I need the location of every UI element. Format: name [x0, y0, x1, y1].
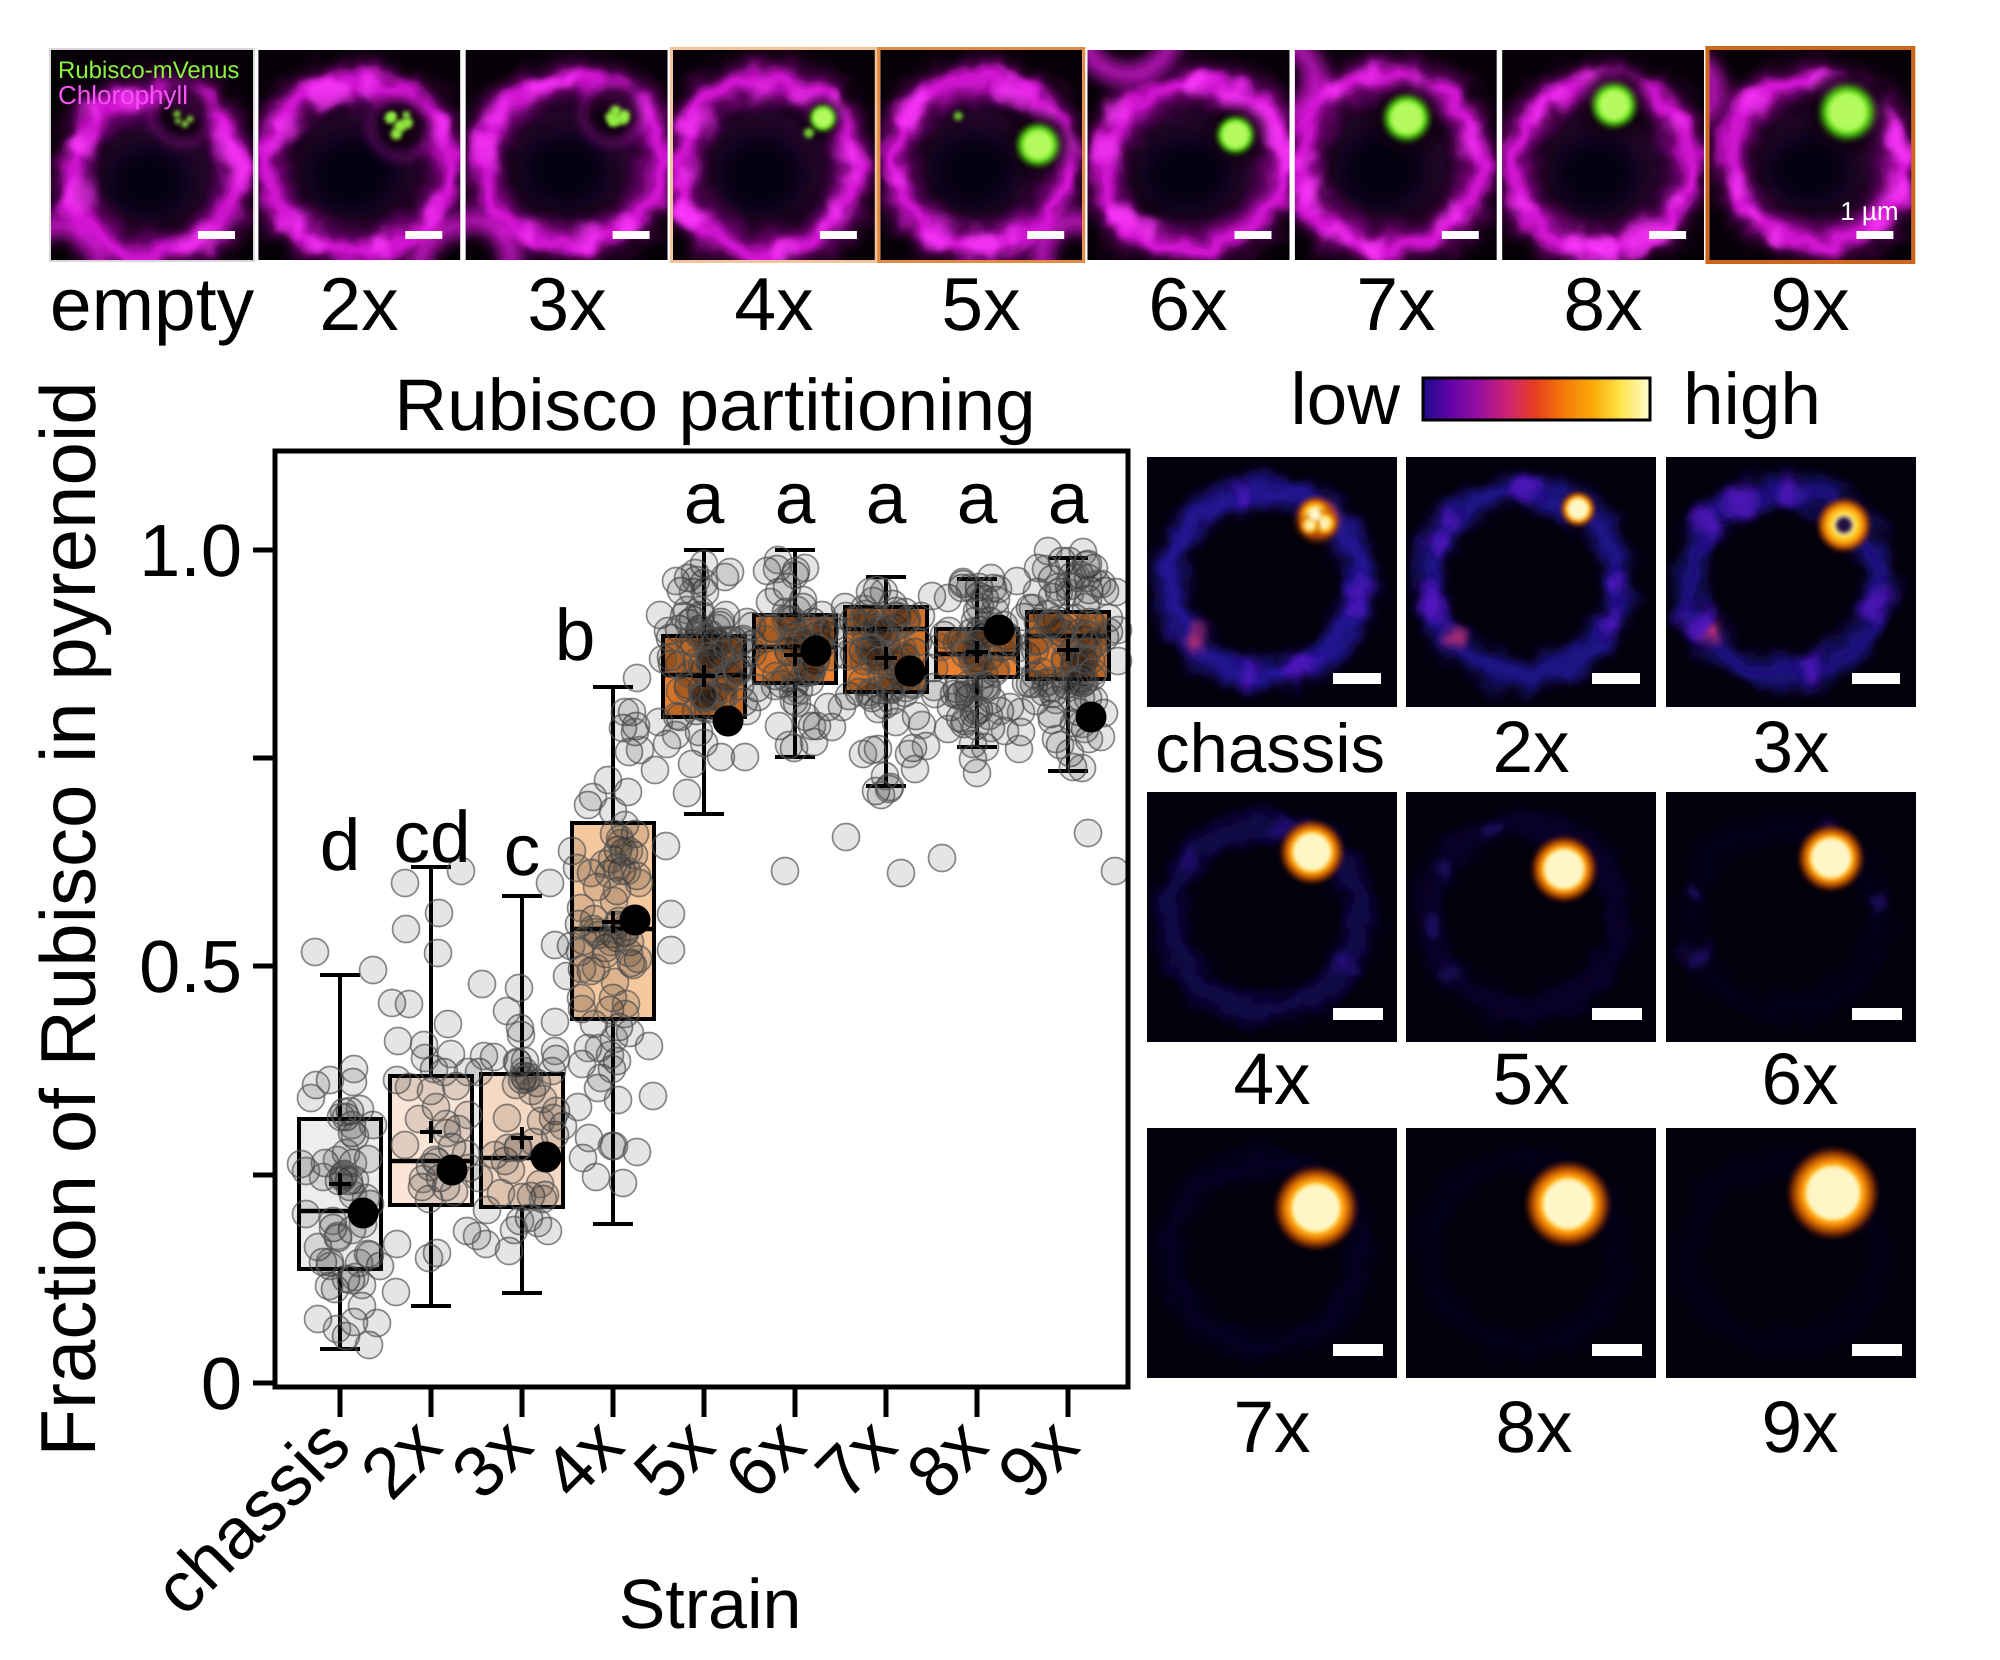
svg-text:7x: 7x: [1356, 262, 1435, 346]
svg-text:b: b: [555, 595, 596, 676]
svg-text:3x: 3x: [1752, 707, 1829, 788]
svg-text:7x: 7x: [1233, 1387, 1310, 1468]
svg-text:9x: 9x: [1770, 262, 1849, 346]
svg-text:a: a: [775, 458, 816, 539]
svg-text:5x: 5x: [1492, 1039, 1569, 1120]
svg-text:2x: 2x: [319, 262, 398, 346]
svg-text:6x: 6x: [1148, 262, 1227, 346]
svg-text:5x: 5x: [941, 262, 1020, 346]
svg-text:4x: 4x: [1233, 1039, 1310, 1120]
svg-text:a: a: [1048, 458, 1089, 539]
svg-text:a: a: [866, 458, 907, 539]
svg-text:d: d: [320, 805, 361, 886]
svg-text:9x: 9x: [1761, 1387, 1838, 1468]
svg-text:8x: 8x: [1495, 1387, 1572, 1468]
svg-text:0.5: 0.5: [139, 925, 242, 1008]
svg-text:a: a: [957, 458, 998, 539]
svg-text:Rubisco partitioning: Rubisco partitioning: [394, 365, 1035, 446]
svg-text:3x: 3x: [527, 262, 606, 346]
svg-text:0: 0: [201, 1342, 242, 1425]
svg-text:Chlorophyll: Chlorophyll: [58, 80, 188, 110]
svg-text:6x: 6x: [1761, 1039, 1838, 1120]
svg-text:Strain: Strain: [619, 1565, 802, 1643]
svg-text:low: low: [1290, 359, 1400, 440]
svg-text:cd: cd: [393, 797, 470, 878]
svg-text:Fraction of Rubisco in pyrenoi: Fraction of Rubisco in pyrenoid: [24, 381, 112, 1456]
svg-text:4x: 4x: [734, 262, 813, 346]
svg-text:a: a: [684, 458, 725, 539]
svg-text:1 µm: 1 µm: [1840, 196, 1898, 226]
svg-text:high: high: [1683, 359, 1821, 440]
svg-text:2x: 2x: [1492, 707, 1569, 788]
svg-text:c: c: [504, 810, 541, 891]
svg-text:empty: empty: [50, 262, 255, 346]
svg-text:1.0: 1.0: [139, 509, 242, 592]
svg-text:Rubisco-mVenus: Rubisco-mVenus: [58, 57, 239, 84]
svg-text:chassis: chassis: [1155, 710, 1385, 787]
svg-text:8x: 8x: [1563, 262, 1642, 346]
